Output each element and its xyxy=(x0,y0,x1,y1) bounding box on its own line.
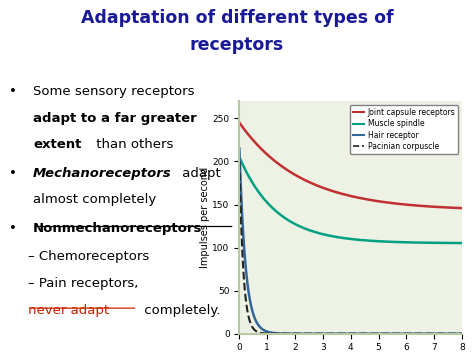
Hair receptor xyxy=(357,332,363,336)
Line: Hair receptor: Hair receptor xyxy=(239,148,462,334)
Line: Muscle spindle: Muscle spindle xyxy=(239,157,462,243)
Line: Pacinian corpuscle: Pacinian corpuscle xyxy=(239,162,462,334)
Pacinian corpuscle xyxy=(342,332,348,336)
Hair receptor xyxy=(454,332,460,336)
Joint capsule receptors xyxy=(369,198,375,202)
Text: – Pain receptors,: – Pain receptors, xyxy=(28,277,139,290)
Joint capsule receptors xyxy=(454,206,460,210)
Pacinian corpuscle xyxy=(369,332,375,336)
Text: Adaptation of different types of: Adaptation of different types of xyxy=(81,9,393,27)
Joint capsule receptors xyxy=(342,192,348,197)
Hair receptor xyxy=(459,332,465,336)
Hair receptor xyxy=(369,332,375,336)
Text: •: • xyxy=(9,222,18,235)
Muscle spindle xyxy=(342,236,348,240)
Text: •: • xyxy=(9,167,18,180)
Muscle spindle xyxy=(344,236,349,241)
Pacinian corpuscle xyxy=(344,332,349,336)
Text: completely.: completely. xyxy=(140,304,220,317)
Text: extent: extent xyxy=(33,138,82,152)
Text: receptors: receptors xyxy=(190,36,284,54)
Muscle spindle xyxy=(419,241,425,245)
Joint capsule receptors xyxy=(237,121,242,125)
Text: – Chemoreceptors: – Chemoreceptors xyxy=(28,250,150,263)
Hair receptor xyxy=(419,332,425,336)
Line: Joint capsule receptors: Joint capsule receptors xyxy=(239,123,462,208)
Muscle spindle xyxy=(454,241,460,245)
Joint capsule receptors xyxy=(357,196,363,200)
Joint capsule receptors xyxy=(419,204,425,208)
Pacinian corpuscle xyxy=(419,332,425,336)
Muscle spindle xyxy=(237,155,242,159)
Hair receptor xyxy=(342,332,348,336)
Text: Nonmechanoreceptors: Nonmechanoreceptors xyxy=(33,222,202,235)
Pacinian corpuscle xyxy=(357,332,363,336)
Text: adapt: adapt xyxy=(178,167,220,180)
Text: •: • xyxy=(9,85,18,98)
Y-axis label: Impulses per second: Impulses per second xyxy=(200,167,210,268)
Muscle spindle xyxy=(357,238,363,242)
Hair receptor xyxy=(237,146,242,151)
Text: adapt to a far greater: adapt to a far greater xyxy=(33,112,197,125)
Muscle spindle xyxy=(369,239,375,243)
Text: never adapt: never adapt xyxy=(28,304,109,317)
Pacinian corpuscle xyxy=(237,159,242,164)
Text: than others: than others xyxy=(92,138,174,152)
Text: Some sensory receptors: Some sensory receptors xyxy=(33,85,195,98)
Pacinian corpuscle xyxy=(454,332,460,336)
Pacinian corpuscle xyxy=(459,332,465,336)
Text: almost completely: almost completely xyxy=(33,193,156,207)
Hair receptor xyxy=(344,332,349,336)
Muscle spindle xyxy=(459,241,465,245)
Text: Mechanoreceptors: Mechanoreceptors xyxy=(33,167,172,180)
Joint capsule receptors xyxy=(344,193,349,197)
Legend: Joint capsule receptors, Muscle spindle, Hair receptor, Pacinian corpuscle: Joint capsule receptors, Muscle spindle,… xyxy=(350,105,458,154)
Joint capsule receptors xyxy=(459,206,465,210)
